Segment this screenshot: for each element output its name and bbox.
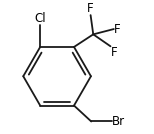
Text: F: F [111, 46, 117, 59]
Text: Cl: Cl [34, 12, 46, 25]
Text: F: F [114, 23, 120, 36]
Text: Br: Br [112, 115, 125, 128]
Text: F: F [87, 2, 94, 15]
